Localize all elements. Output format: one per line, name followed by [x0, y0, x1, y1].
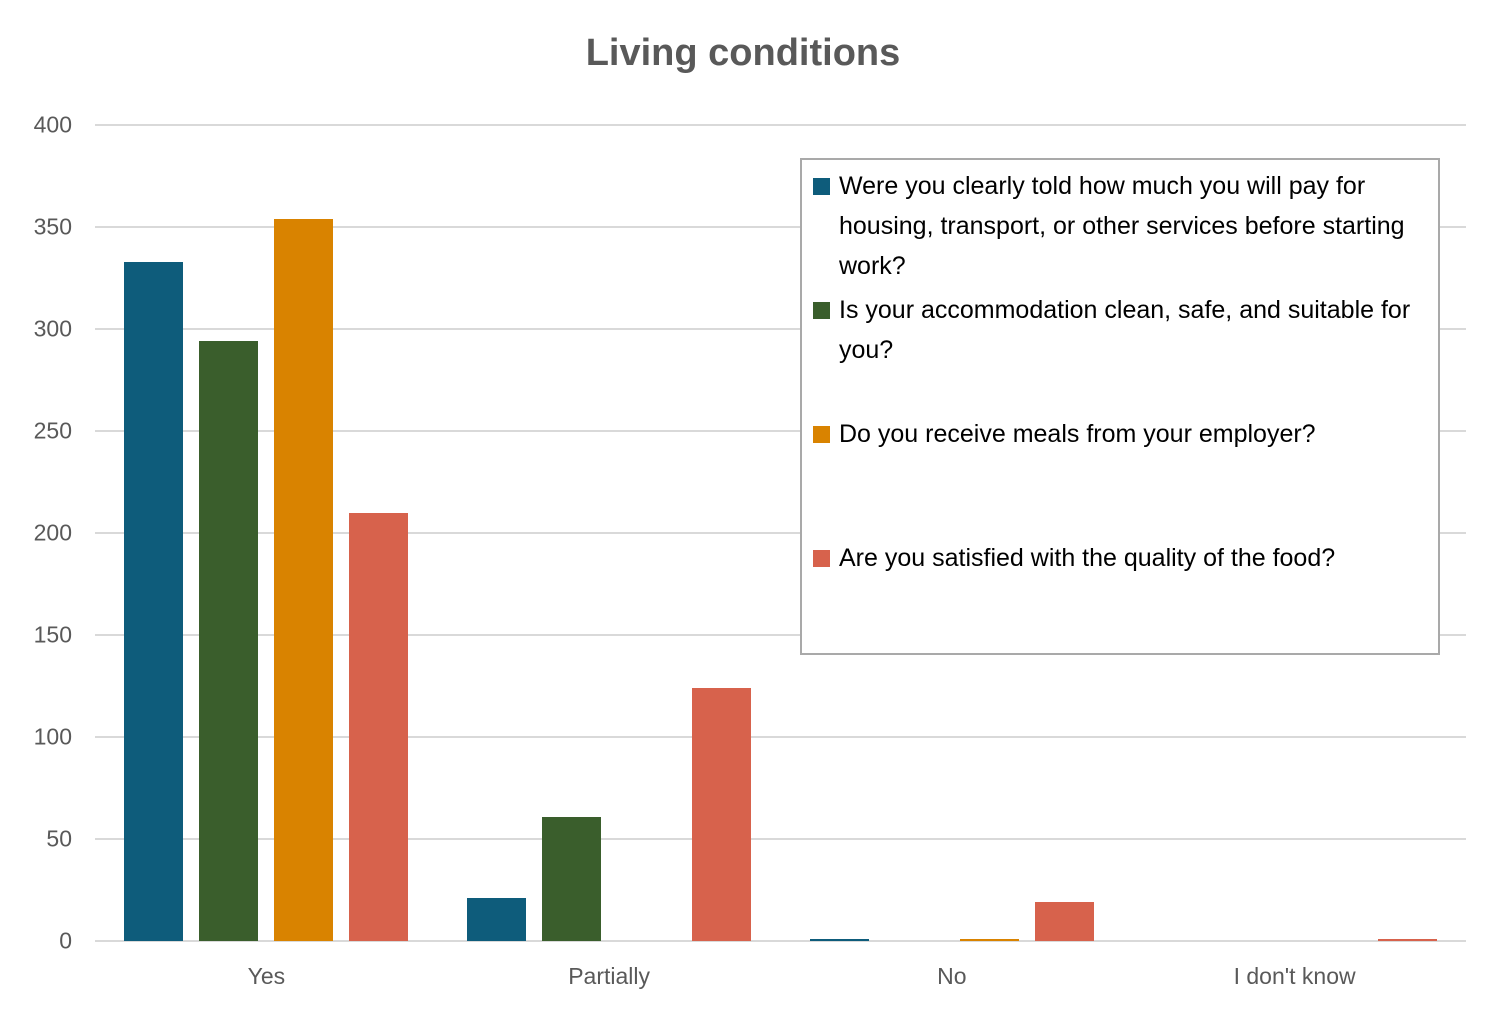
bar-series1-partially	[467, 898, 527, 941]
x-axis-category-label: Yes	[247, 963, 286, 989]
gridline	[95, 736, 1466, 738]
chart-title: Living conditions	[585, 32, 901, 74]
y-axis-tick-label: 200	[33, 519, 72, 546]
bar-series4-i-don-t-know	[1377, 939, 1437, 941]
bar-series4-yes	[349, 513, 409, 941]
legend-color-swatch-icon	[813, 550, 830, 567]
bar-group-i-don-t-know	[1123, 125, 1466, 941]
bar-series2-partially	[542, 817, 602, 941]
legend: Were you clearly told how much you will …	[800, 158, 1440, 655]
y-axis-tick-label: 0	[59, 927, 72, 954]
y-axis-tick-label: 150	[33, 621, 72, 648]
x-axis-category-label: No	[937, 963, 967, 989]
legend-item: Do you receive meals from your employer?	[813, 414, 1430, 454]
bar-series2-yes	[199, 341, 259, 941]
gridline	[95, 634, 1466, 636]
legend-color-swatch-icon	[813, 426, 830, 443]
bar-group-no	[781, 125, 1124, 941]
bar-series1-no	[809, 939, 869, 941]
gridline	[95, 226, 1466, 228]
gridline	[95, 838, 1466, 840]
bar-series3-yes	[274, 219, 334, 941]
bar-series4-partially	[692, 688, 752, 941]
y-axis-tick-label: 300	[33, 315, 72, 342]
legend-color-swatch-icon	[813, 178, 830, 195]
bar-series4-no	[1034, 902, 1094, 941]
bar-series1-yes	[124, 262, 184, 941]
bar-series3-no	[959, 939, 1019, 941]
x-axis-category-label: I don't know	[1233, 963, 1356, 989]
y-axis-tick-label: 400	[33, 111, 72, 138]
y-axis-tick-label: 100	[33, 723, 72, 750]
gridline	[95, 940, 1466, 942]
legend-item: Is your accommodation clean, safe, and s…	[813, 290, 1430, 370]
x-axis-category-label: Partially	[568, 963, 651, 989]
legend-item-label: Were you clearly told how much you will …	[839, 172, 1405, 280]
gridline	[95, 430, 1466, 432]
legend-item: Are you satisfied with the quality of th…	[813, 538, 1430, 578]
legend-item-label: Is your accommodation clean, safe, and s…	[839, 296, 1411, 364]
legend-color-swatch-icon	[813, 302, 830, 319]
y-axis-tick-label: 50	[46, 825, 72, 852]
legend-item-label: Are you satisfied with the quality of th…	[839, 544, 1336, 572]
gridline	[95, 124, 1466, 126]
y-axis-tick-label: 350	[33, 213, 72, 240]
legend-item-label: Do you receive meals from your employer?	[839, 420, 1316, 448]
gridline	[95, 532, 1466, 534]
bar-group-partially	[438, 125, 781, 941]
y-axis-tick-label: 250	[33, 417, 72, 444]
bar-group-yes	[95, 125, 438, 941]
gridline	[95, 328, 1466, 330]
legend-item: Were you clearly told how much you will …	[813, 166, 1430, 286]
